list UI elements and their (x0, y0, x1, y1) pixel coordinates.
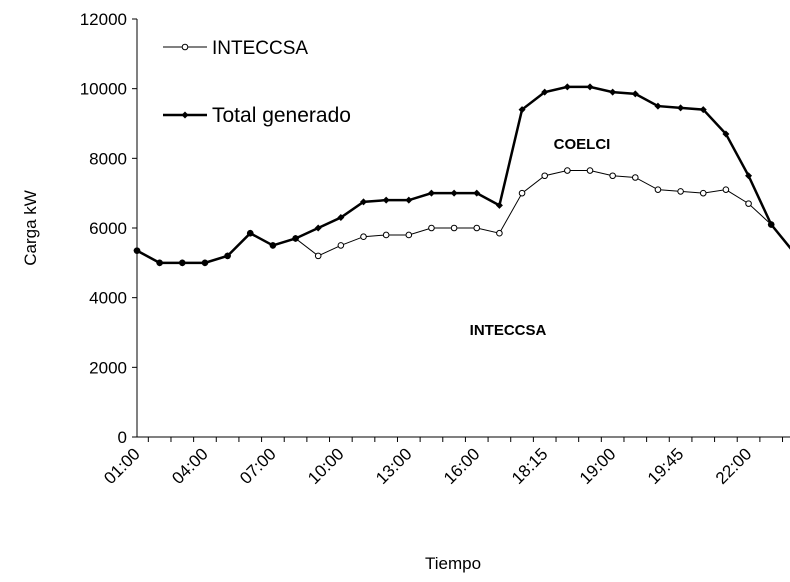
marker (451, 190, 458, 197)
marker (428, 190, 435, 197)
x-tick-label: 07:00 (236, 444, 280, 488)
marker (746, 201, 752, 207)
y-tick-label: 12000 (80, 10, 127, 29)
marker (723, 187, 729, 193)
marker (474, 225, 480, 231)
marker (338, 243, 344, 249)
y-tick-label: 4000 (89, 289, 127, 308)
marker (405, 197, 412, 204)
marker (609, 89, 616, 96)
legend-label: Total generado (212, 104, 351, 127)
marker (406, 232, 412, 238)
y-tick-label: 0 (118, 428, 127, 447)
x-tick-label: 10:00 (304, 444, 348, 488)
marker (429, 225, 435, 231)
x-tick-label: 16:00 (440, 444, 484, 488)
marker (201, 259, 208, 266)
marker (315, 253, 321, 259)
x-tick-label: 04:00 (168, 444, 212, 488)
annotation: COELCI (554, 136, 611, 153)
y-tick-label: 6000 (89, 219, 127, 238)
marker (497, 230, 503, 236)
x-tick-label: 19:45 (644, 444, 688, 488)
x-tick-label: 19:00 (576, 444, 620, 488)
marker (633, 175, 639, 181)
marker (542, 173, 548, 179)
marker (700, 190, 706, 196)
y-tick-label: 2000 (89, 358, 127, 377)
series-line (137, 171, 771, 263)
annotation: INTECCSA (470, 322, 547, 339)
marker (655, 187, 661, 193)
legend-label: INTECCSA (212, 38, 308, 59)
marker (678, 189, 684, 195)
x-tick-label: 13:00 (372, 444, 416, 488)
marker (565, 168, 571, 174)
marker (383, 197, 390, 204)
marker (383, 232, 389, 238)
legend-marker (182, 112, 189, 119)
marker (179, 259, 186, 266)
marker (587, 168, 593, 174)
x-tick-label: 22:00 (712, 444, 756, 488)
marker (587, 83, 594, 90)
marker (610, 173, 616, 179)
y-tick-label: 8000 (89, 149, 127, 168)
marker (677, 104, 684, 111)
marker (564, 83, 571, 90)
marker (451, 225, 457, 231)
marker (519, 190, 525, 196)
y-tick-label: 10000 (80, 80, 127, 99)
legend-marker (182, 44, 188, 50)
x-axis-label: Tiempo (425, 554, 481, 573)
x-tick-label: 01:00 (100, 444, 144, 488)
marker (361, 234, 367, 240)
x-tick-label: 18:15 (508, 444, 552, 488)
y-axis-label: Carga kW (21, 190, 40, 266)
